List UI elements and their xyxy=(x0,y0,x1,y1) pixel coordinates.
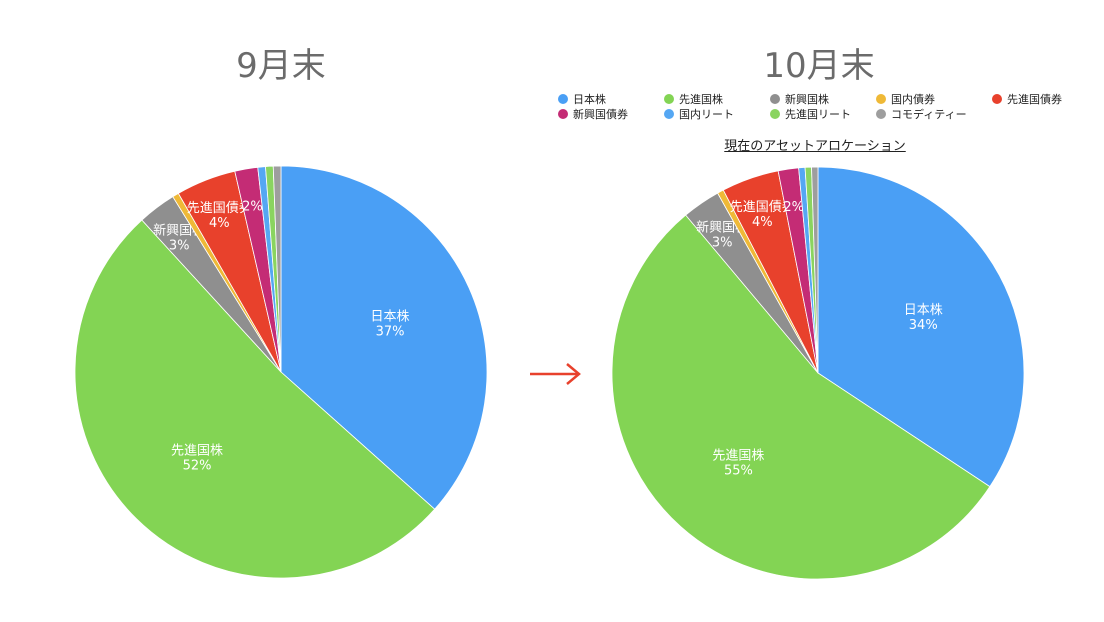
legend-item: 国内リート xyxy=(664,107,770,121)
transition-arrow xyxy=(530,363,581,385)
slice-data-label: 3% xyxy=(169,239,190,254)
legend: 日本株 先進国株 新興国株 国内債券 先進国債券新興国債券 国内リート 先進国リート コモディ… xyxy=(558,92,1098,121)
slice-data-label: 4% xyxy=(209,216,230,231)
legend-label: 先進国債券 xyxy=(1007,93,1062,106)
slice-data-label: 日本株 xyxy=(371,310,410,325)
legend-label: 新興国株 xyxy=(785,93,829,106)
slice-data-label: 先進国株 xyxy=(171,444,223,459)
pie-slice xyxy=(280,165,488,510)
legend-item: 先進国リート xyxy=(770,107,876,121)
slice-data-label: 34% xyxy=(909,318,938,333)
legend-label: 先進国株 xyxy=(679,93,723,106)
legend-item: コモディティー xyxy=(876,107,992,121)
arrow-head xyxy=(566,363,581,385)
legend-dot-icon xyxy=(664,94,674,104)
legend-dot-icon xyxy=(876,94,886,104)
pie-slice xyxy=(74,219,436,579)
chart-subtitle: 現在のアセットアロケーション xyxy=(724,139,906,154)
legend-label: コモディティー xyxy=(891,108,967,121)
legend-label: 新興国債券 xyxy=(573,108,628,121)
slice-data-label: 52% xyxy=(183,459,212,474)
legend-item: 日本株 xyxy=(558,92,664,106)
legend-dot-icon xyxy=(770,109,780,119)
legend-item: 新興国債券 xyxy=(558,107,664,121)
slice-data-label: 2% xyxy=(783,200,804,215)
legend-dot-icon xyxy=(876,109,886,119)
legend-label: 国内債券 xyxy=(891,93,935,106)
legend-dot-icon xyxy=(992,94,1002,104)
slice-data-label: 37% xyxy=(376,325,405,340)
legend-label: 日本株 xyxy=(573,93,606,106)
legend-label: 先進国リート xyxy=(785,108,851,121)
legend-dot-icon xyxy=(664,109,674,119)
legend-item: 先進国債券 xyxy=(992,92,1098,106)
chart-title-september: 9月末 xyxy=(236,46,326,86)
slice-data-label: 55% xyxy=(724,464,753,479)
pie-slice xyxy=(811,166,819,374)
slice-data-label: 4% xyxy=(752,215,773,230)
legend-item: 新興国株 xyxy=(770,92,876,106)
slice-data-label: 先進国債券 xyxy=(730,199,795,215)
legend-dot-icon xyxy=(770,94,780,104)
legend-label: 国内リート xyxy=(679,108,734,121)
legend-item: 先進国株 xyxy=(664,92,770,106)
slice-data-label: 先進国債券 xyxy=(187,200,252,216)
pie-slice xyxy=(611,214,991,580)
slice-data-label: 先進国株 xyxy=(712,449,764,464)
slice-data-label: 2% xyxy=(242,200,263,215)
slice-data-label: 3% xyxy=(712,235,733,250)
legend-dot-icon xyxy=(558,94,568,104)
chart-title-october: 10月末 xyxy=(763,46,875,86)
legend-item: 国内債券 xyxy=(876,92,992,106)
legend-dot-icon xyxy=(558,109,568,119)
slice-data-label: 日本株 xyxy=(904,303,943,318)
pie-slice xyxy=(272,165,282,373)
